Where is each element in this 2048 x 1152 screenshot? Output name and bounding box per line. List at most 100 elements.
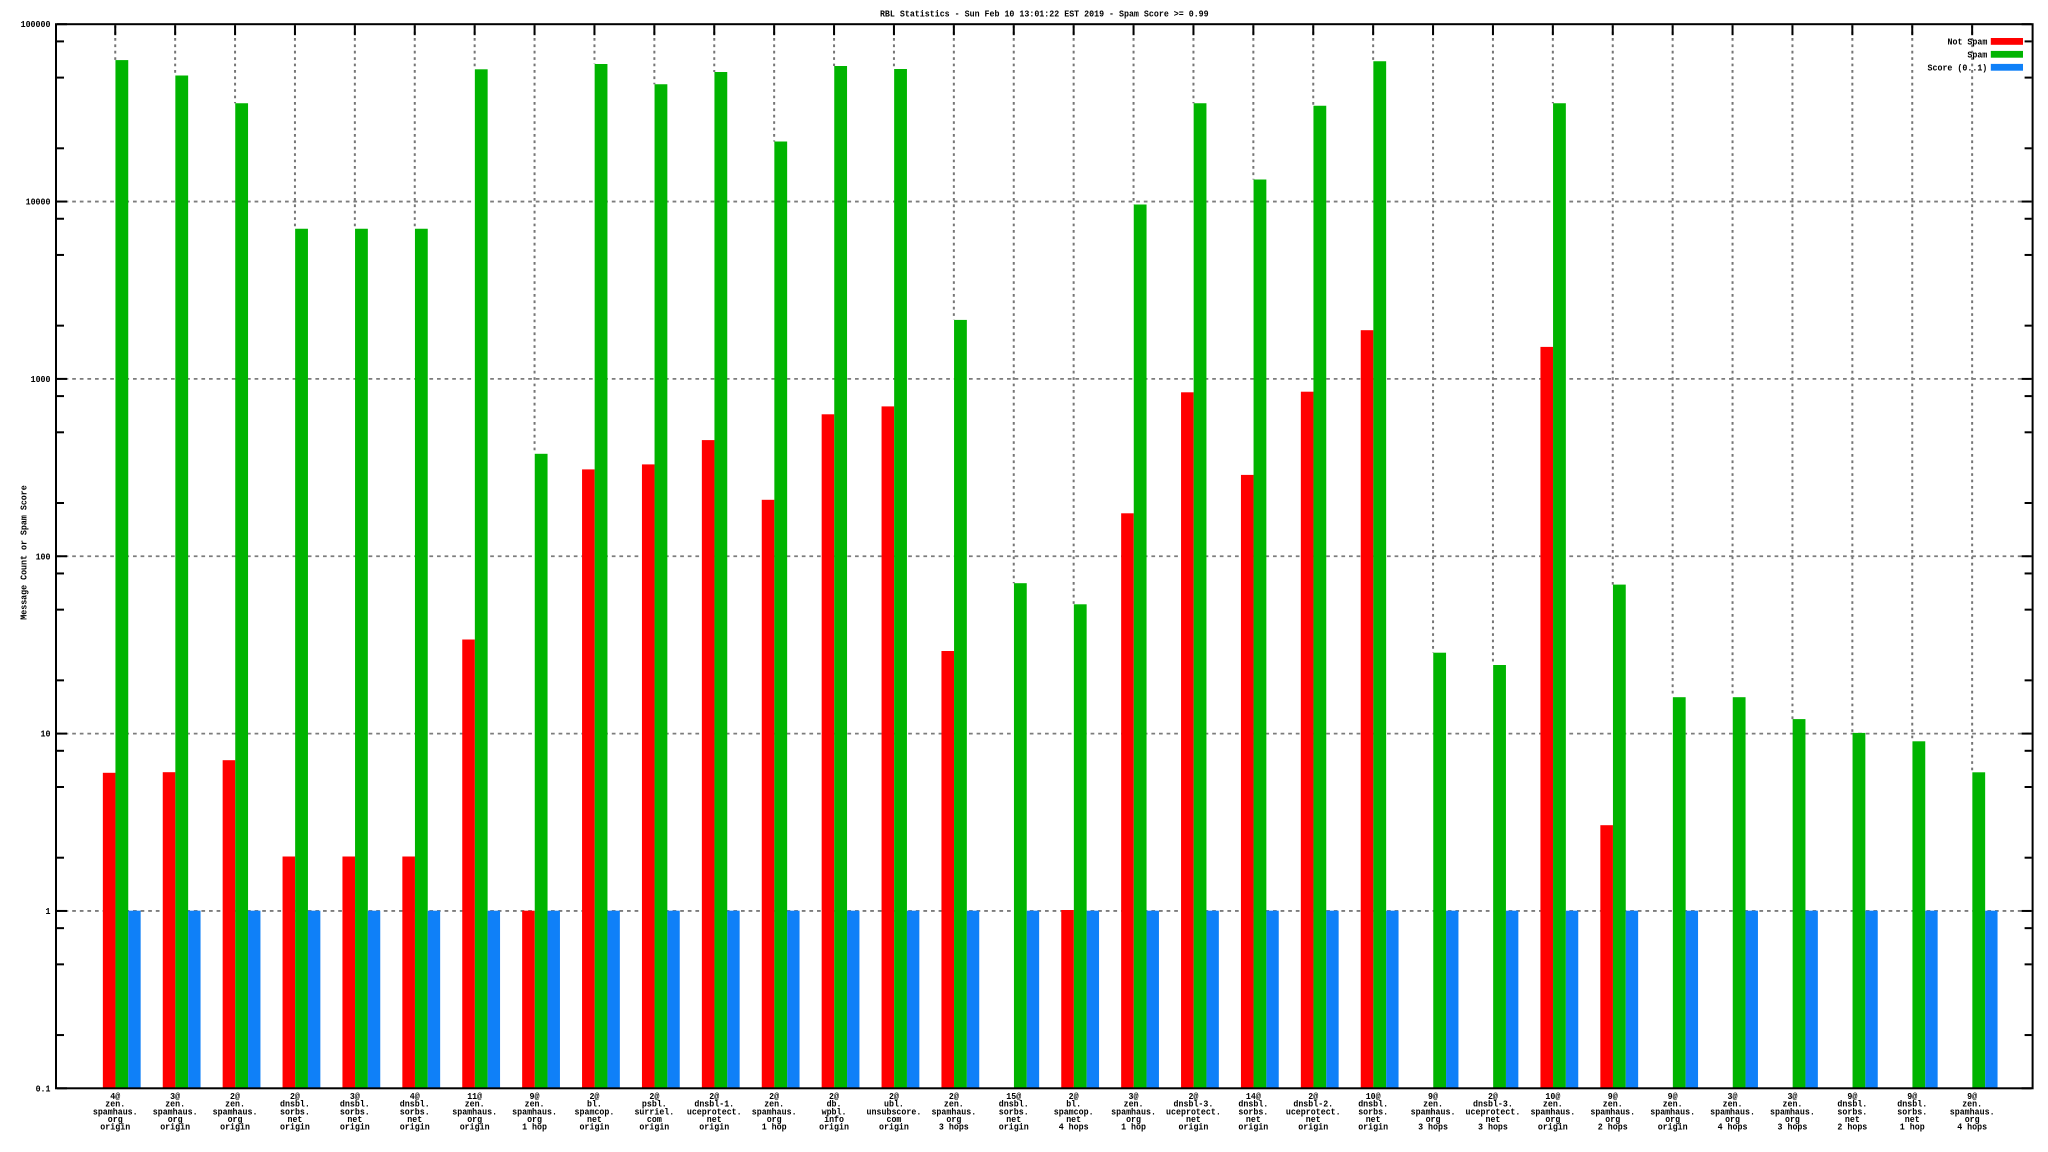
svg-text:spamhaus.: spamhaus. [1111, 1106, 1156, 1117]
svg-text:origin: origin [100, 1122, 130, 1133]
svg-text:origin: origin [1298, 1122, 1328, 1133]
svg-text:spamhaus.: spamhaus. [1770, 1106, 1815, 1117]
svg-text:net: net [1186, 1114, 1201, 1125]
svg-text:origin: origin [1538, 1122, 1568, 1133]
svg-text:sorbs.: sorbs. [400, 1106, 430, 1117]
svg-text:origin: origin [340, 1122, 370, 1133]
svg-text:4 hops: 4 hops [1957, 1122, 1987, 1133]
svg-text:origin: origin [400, 1122, 430, 1133]
svg-text:origin: origin [819, 1122, 849, 1133]
svg-text:15@: 15@ [1006, 1091, 1021, 1102]
svg-text:origin: origin [1179, 1122, 1209, 1133]
svg-text:zen.: zen. [525, 1099, 545, 1110]
svg-text:spamhaus.: spamhaus. [153, 1106, 198, 1117]
svg-text:3 hops: 3 hops [1778, 1122, 1808, 1133]
svg-text:wpbl.: wpbl. [822, 1106, 847, 1117]
svg-text:spamhaus.: spamhaus. [931, 1106, 976, 1117]
svg-text:org: org [108, 1114, 123, 1125]
svg-text:dnsbl.: dnsbl. [1837, 1099, 1867, 1110]
svg-text:zen.: zen. [1723, 1099, 1743, 1110]
svg-text:net: net [1246, 1114, 1261, 1125]
svg-text:uceprotect.: uceprotect. [687, 1106, 742, 1117]
svg-text:surriel.: surriel. [634, 1106, 674, 1117]
svg-text:zen.: zen. [225, 1099, 245, 1110]
svg-text:org: org [1605, 1114, 1620, 1125]
svg-text:zen.: zen. [1423, 1099, 1443, 1110]
svg-text:spamhaus.: spamhaus. [452, 1106, 497, 1117]
svg-text:net: net [1306, 1114, 1321, 1125]
svg-text:2@: 2@ [649, 1091, 659, 1102]
svg-text:spamhaus.: spamhaus. [1530, 1106, 1575, 1117]
svg-text:Not Spam: Not Spam [1948, 36, 1988, 47]
svg-text:sorbs.: sorbs. [1358, 1106, 1388, 1117]
svg-text:9@: 9@ [1608, 1091, 1618, 1102]
svg-text:origin: origin [1658, 1122, 1688, 1133]
svg-text:100000: 100000 [21, 19, 51, 30]
svg-text:net: net [288, 1114, 303, 1125]
svg-text:9@: 9@ [1907, 1091, 1917, 1102]
svg-text:unsubscore.: unsubscore. [867, 1106, 922, 1117]
svg-text:ubl.: ubl. [884, 1099, 904, 1110]
svg-text:origin: origin [699, 1122, 729, 1133]
svg-text:net: net [1845, 1114, 1860, 1125]
svg-text:2@: 2@ [1308, 1091, 1318, 1102]
svg-text:Spam: Spam [1967, 49, 1987, 60]
svg-text:origin: origin [999, 1122, 1029, 1133]
svg-text:zen.: zen. [105, 1099, 125, 1110]
svg-text:9@: 9@ [1428, 1091, 1438, 1102]
svg-text:sorbs.: sorbs. [1837, 1106, 1867, 1117]
svg-text:spamhaus.: spamhaus. [1710, 1106, 1755, 1117]
svg-text:origin: origin [580, 1122, 610, 1133]
svg-text:2@: 2@ [1188, 1091, 1198, 1102]
svg-text:zen.: zen. [1962, 1099, 1982, 1110]
svg-text:psbl.: psbl. [642, 1099, 667, 1110]
svg-text:org: org [1665, 1114, 1680, 1125]
svg-text:3@: 3@ [1129, 1091, 1139, 1102]
svg-text:org: org [1725, 1114, 1740, 1125]
svg-text:3 hops: 3 hops [939, 1122, 969, 1133]
svg-text:uceprotect.: uceprotect. [1286, 1106, 1341, 1117]
svg-text:zen.: zen. [1603, 1099, 1623, 1110]
svg-text:org: org [946, 1114, 961, 1125]
svg-text:net: net [1066, 1114, 1081, 1125]
svg-text:spamcop.: spamcop. [575, 1106, 615, 1117]
svg-text:net: net [1366, 1114, 1381, 1125]
svg-text:dnsbl.: dnsbl. [999, 1099, 1029, 1110]
svg-text:dnsbl.: dnsbl. [340, 1099, 370, 1110]
svg-text:zen.: zen. [165, 1099, 185, 1110]
svg-text:dnsbl.: dnsbl. [400, 1099, 430, 1110]
svg-text:zen.: zen. [1543, 1099, 1563, 1110]
svg-text:2 hops: 2 hops [1837, 1122, 1867, 1133]
svg-text:spamhaus.: spamhaus. [1650, 1106, 1695, 1117]
svg-text:net: net [587, 1114, 602, 1125]
svg-text:com: com [887, 1114, 902, 1125]
svg-text:origin: origin [280, 1122, 310, 1133]
svg-text:net: net [407, 1114, 422, 1125]
svg-text:spamhaus.: spamhaus. [1950, 1106, 1995, 1117]
svg-text:uceprotect.: uceprotect. [1166, 1106, 1221, 1117]
svg-text:0.1: 0.1 [36, 1083, 51, 1094]
svg-text:dnsbl.: dnsbl. [1358, 1099, 1388, 1110]
svg-text:zen.: zen. [1783, 1099, 1803, 1110]
svg-text:3@: 3@ [170, 1091, 180, 1102]
svg-text:net: net [1905, 1114, 1920, 1125]
svg-text:org: org [767, 1114, 782, 1125]
svg-text:1 hop: 1 hop [1121, 1122, 1146, 1133]
svg-text:2@: 2@ [769, 1091, 779, 1102]
svg-text:origin: origin [1238, 1122, 1268, 1133]
svg-text:Message Count or Spam Score: Message Count or Spam Score [19, 485, 30, 620]
svg-text:sorbs.: sorbs. [999, 1106, 1029, 1117]
svg-text:bl.: bl. [1066, 1099, 1081, 1110]
svg-text:dnsbl-3.: dnsbl-3. [1174, 1099, 1214, 1110]
svg-text:org: org [467, 1114, 482, 1125]
svg-text:origin: origin [879, 1122, 909, 1133]
svg-text:1 hop: 1 hop [762, 1122, 787, 1133]
svg-text:zen.: zen. [944, 1099, 964, 1110]
svg-text:sorbs.: sorbs. [280, 1106, 310, 1117]
svg-text:2@: 2@ [290, 1091, 300, 1102]
svg-text:2@: 2@ [1069, 1091, 1079, 1102]
svg-text:org: org [1126, 1114, 1141, 1125]
svg-text:3@: 3@ [1787, 1091, 1797, 1102]
svg-text:spamhaus.: spamhaus. [213, 1106, 258, 1117]
svg-text:spamhaus.: spamhaus. [1590, 1106, 1635, 1117]
